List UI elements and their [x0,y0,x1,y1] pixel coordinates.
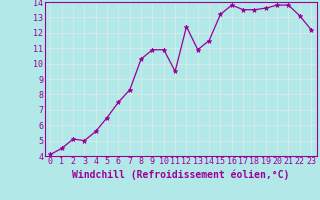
X-axis label: Windchill (Refroidissement éolien,°C): Windchill (Refroidissement éolien,°C) [72,169,290,180]
